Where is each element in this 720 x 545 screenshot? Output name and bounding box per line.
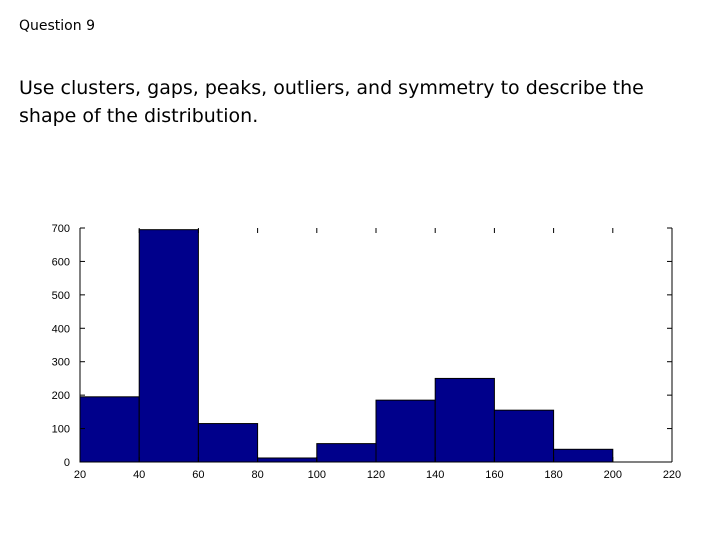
y-tick-label: 300 bbox=[52, 357, 70, 369]
bars-group bbox=[79, 229, 614, 463]
y-tick-label: 700 bbox=[52, 223, 70, 235]
histogram-bar bbox=[257, 457, 318, 463]
histogram-bar bbox=[79, 396, 140, 463]
x-tick-label: 120 bbox=[367, 469, 385, 481]
histogram-bar bbox=[316, 443, 377, 463]
histogram-bar bbox=[434, 377, 495, 463]
question-label: Question 9 bbox=[19, 18, 95, 34]
y-tick-label: 400 bbox=[52, 323, 70, 335]
histogram-bar bbox=[553, 448, 614, 463]
histogram-bar bbox=[197, 423, 259, 463]
histogram-bar bbox=[138, 229, 199, 463]
y-tick-label: 0 bbox=[64, 457, 70, 469]
histogram-bar bbox=[493, 409, 555, 463]
x-tick-label: 60 bbox=[192, 469, 204, 481]
x-ticks-group: 20 40 60 80 100 120 140 160 180 200 220 bbox=[74, 228, 681, 481]
y-tick-label: 600 bbox=[52, 256, 70, 268]
histogram-bar bbox=[375, 399, 436, 463]
x-tick-label: 180 bbox=[544, 469, 562, 481]
y-tick-label: 200 bbox=[52, 390, 70, 402]
question-prompt: Use clusters, gaps, peaks, outliers, and… bbox=[19, 77, 644, 127]
x-tick-label: 140 bbox=[426, 469, 444, 481]
y-tick-label: 100 bbox=[52, 424, 70, 436]
x-tick-label: 80 bbox=[251, 469, 263, 481]
x-tick-label: 220 bbox=[663, 469, 681, 481]
y-tick-label: 500 bbox=[52, 290, 70, 302]
x-tick-label: 20 bbox=[74, 469, 86, 481]
x-tick-label: 100 bbox=[308, 469, 326, 481]
x-tick-label: 40 bbox=[133, 469, 145, 481]
x-tick-label: 160 bbox=[485, 469, 503, 481]
y-ticks-group: 0 100 200 300 400 500 600 700 bbox=[52, 223, 672, 469]
x-tick-label: 200 bbox=[604, 469, 622, 481]
